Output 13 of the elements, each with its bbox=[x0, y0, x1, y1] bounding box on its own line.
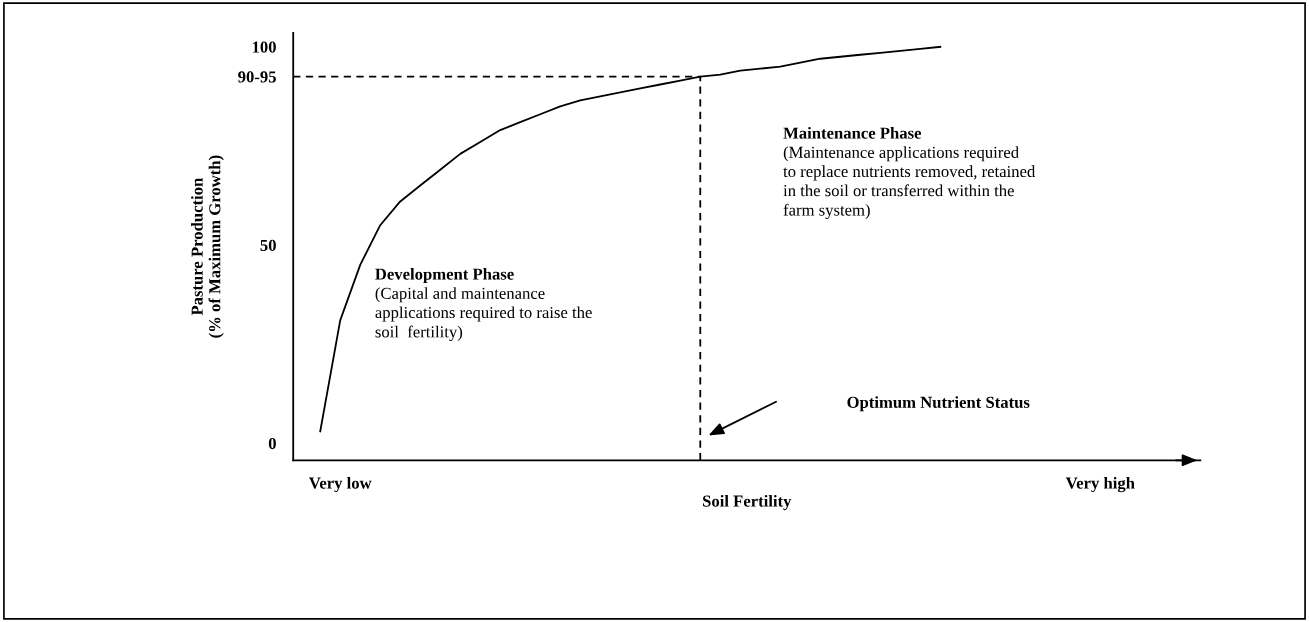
y-tick-label: 50 bbox=[260, 239, 276, 251]
annotation: (Maintenance applications required to replace nutrients removed, retained in the soil or transferred within the farm system) bbox=[783, 146, 1036, 220]
y-tick-label: 90-95 bbox=[238, 71, 276, 83]
x-axis-title: Soil Fertility bbox=[703, 494, 792, 511]
x-tick-label: Very high bbox=[1065, 476, 1135, 493]
y-tick-label: 0 bbox=[268, 437, 276, 450]
x-tick-label: Very low bbox=[309, 476, 372, 493]
annotation: Optimum Nutrient Status bbox=[847, 396, 1030, 412]
annotation: Maintenance Phase bbox=[783, 126, 922, 139]
y-tick-label: 100 bbox=[252, 41, 276, 53]
annotation: Development Phase bbox=[375, 267, 514, 284]
annotation: (Capital and maintenance applications required to raise the soil fertility) bbox=[375, 287, 592, 341]
y-axis-title: Pasture Production (% of Maximum Growth) bbox=[191, 155, 224, 338]
